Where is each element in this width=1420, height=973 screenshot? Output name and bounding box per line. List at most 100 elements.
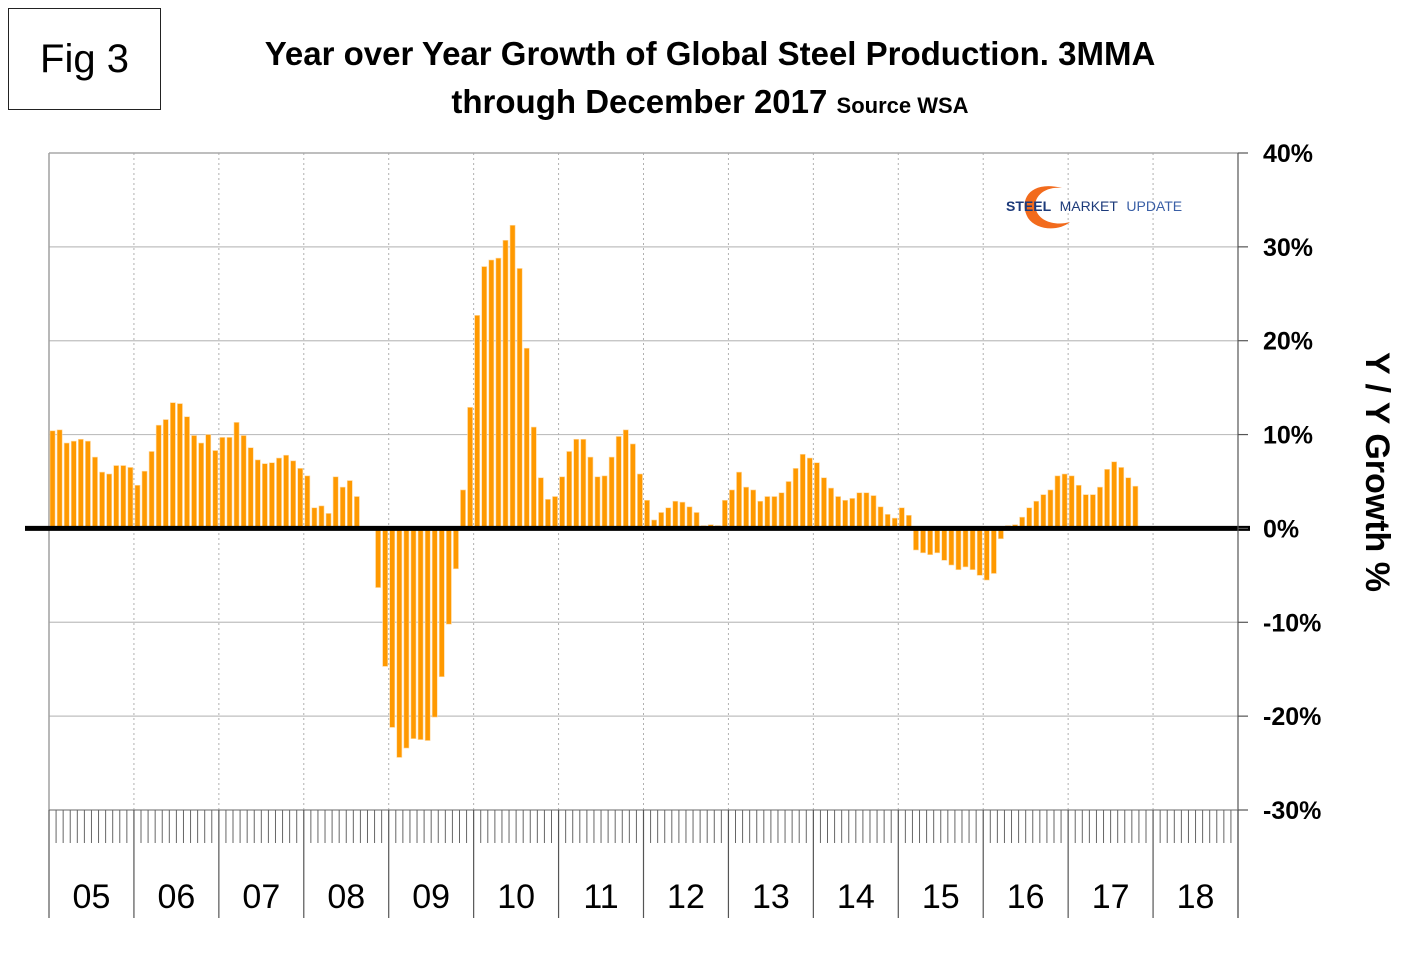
logo-update: UPDATE [1126,198,1182,214]
bar [764,496,771,529]
bar [920,528,926,554]
bar [842,499,849,529]
bar [552,496,558,529]
bar [339,486,346,529]
bar [375,528,381,588]
bar [346,480,353,529]
bar [240,435,247,529]
bar [70,440,77,529]
x-tick-label: 07 [242,878,280,916]
bar [318,505,325,529]
bar [1104,468,1110,529]
y-tick-label: 40% [1263,140,1313,168]
bar [573,438,580,529]
bar [665,507,672,529]
bar [615,436,622,529]
bar [446,528,452,625]
bar [686,506,693,529]
bar [757,500,764,529]
bar [254,459,261,529]
bar [141,470,148,529]
bar [78,438,84,529]
bar [276,457,282,529]
y-axis-label: Y / Y Growth % [1358,352,1396,592]
bar [941,528,948,561]
x-tick-label: 18 [1177,878,1215,916]
bar [637,473,643,529]
y-tick-label: -30% [1263,797,1321,825]
bar [934,528,941,554]
bar [516,268,523,529]
x-tick-label: 11 [583,878,618,916]
bar [382,528,389,667]
bar [247,447,254,529]
bar [120,465,127,529]
bar [559,476,565,529]
bar [1111,461,1117,529]
bar [962,528,969,568]
bar [184,416,190,529]
bar [481,266,488,529]
bar [644,499,650,529]
bar [1132,485,1139,529]
title-line-2: through December 2017 Source WSA [170,78,1250,130]
bar [594,476,601,529]
bar [49,430,56,529]
bar [509,224,516,529]
bar [587,456,594,529]
bar [722,499,728,529]
bar [1118,467,1125,529]
bar [403,528,410,749]
bar [155,424,162,529]
bar [580,438,587,529]
bar [870,495,877,529]
bar [1047,489,1054,529]
logo-steel: STEEL [1006,198,1052,214]
bar [396,528,403,758]
bar [849,498,856,529]
bar [177,403,183,529]
bar [304,475,311,529]
bar [162,419,169,529]
bar [630,443,636,529]
bar [828,487,834,529]
bar [955,528,962,571]
figure-label: Fig 3 [8,8,161,110]
chart-title: Year over Year Growth of Global Steel Pr… [170,30,1250,130]
bar [297,468,304,529]
bar [1125,477,1132,529]
bars [49,224,1139,758]
bar [389,528,396,728]
bar [530,426,537,529]
bar [792,468,799,529]
bar [495,257,502,529]
y-tick-label: -20% [1263,703,1321,731]
bar [538,477,544,529]
bar [877,506,884,529]
logo-market: MARKET [1060,198,1119,214]
x-tick-label: 05 [73,878,111,916]
bar [410,528,417,739]
x-tick-label: 09 [412,878,450,916]
y-tick-label: 30% [1263,234,1313,262]
x-tick-label: 12 [667,878,705,916]
bar [601,475,608,529]
bar [1082,494,1089,529]
bar [1068,475,1075,529]
y-tick-label: 20% [1263,328,1313,356]
bar [233,422,240,529]
bar [106,473,113,529]
bar [134,484,141,529]
bar [127,467,134,529]
bar [913,528,919,551]
bar [113,465,120,529]
bar [785,481,792,529]
bar [679,501,686,529]
bar [1033,500,1040,529]
bar [948,528,955,566]
bar [269,462,275,529]
axes: 40% 30% 20% 10% 0% -10% -20% -30% 05 06 07 08 09 10 11… [25,140,1321,918]
bar [835,496,841,529]
bar [467,407,473,529]
bar [460,489,466,529]
